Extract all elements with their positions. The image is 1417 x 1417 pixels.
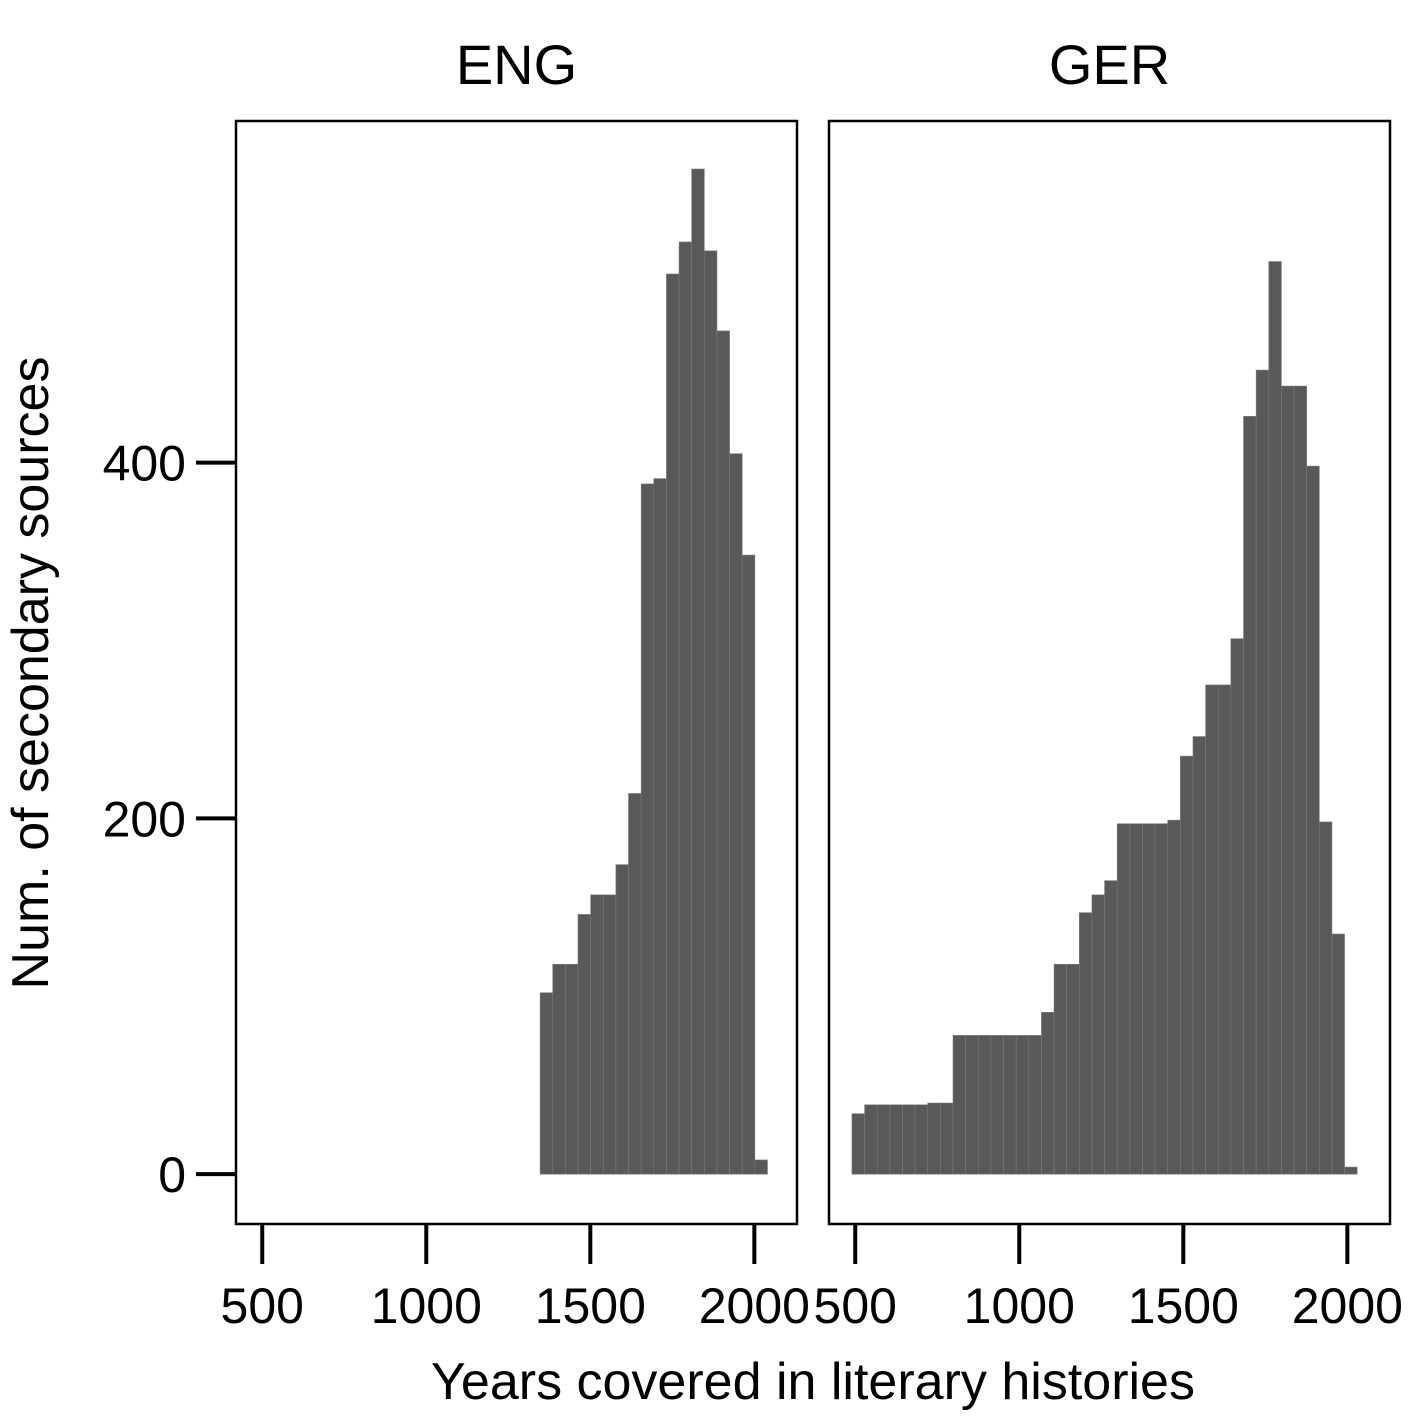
histogram-bar <box>1066 963 1080 1175</box>
histogram-bar <box>952 1035 966 1175</box>
histogram-bar <box>1255 369 1270 1175</box>
x-axis-title: Years covered in literary histories <box>431 1353 1195 1411</box>
histogram-bar <box>1053 963 1067 1175</box>
histogram-bar <box>1293 385 1307 1175</box>
histogram-bar <box>1003 1035 1017 1175</box>
panels-layer: ENG 500 1000 1500 2000 GER 500 1000 1500 2000 <box>221 33 1403 1334</box>
histogram-bar <box>1041 1011 1055 1175</box>
x-tick-label: 1000 <box>371 1278 482 1334</box>
histogram-bar <box>640 483 655 1175</box>
x-axis: 500 1000 1500 2000 <box>221 1224 810 1334</box>
panel-title: GER <box>1049 33 1170 96</box>
x-tick-label: 1500 <box>535 1278 646 1334</box>
panel-frame <box>234 119 799 1226</box>
histogram-bar <box>704 250 718 1175</box>
histogram-bar <box>1028 1035 1042 1175</box>
x-tick-label: 1500 <box>1128 1278 1239 1334</box>
histogram-bar <box>729 453 743 1175</box>
histogram-bar <box>1344 1166 1358 1175</box>
histogram-bar <box>1230 638 1244 1175</box>
histogram-bar <box>552 963 566 1175</box>
bars <box>539 168 768 1175</box>
histogram-bar <box>977 1035 992 1175</box>
histogram-bar <box>1217 684 1232 1175</box>
histogram-bar <box>864 1104 878 1175</box>
histogram-bar <box>539 992 554 1175</box>
y-axis-title: Num. of secondary sources <box>2 357 60 990</box>
y-tick-label: 400 <box>103 436 186 492</box>
histogram-bar <box>1268 261 1282 1175</box>
histogram-bar <box>1205 684 1219 1175</box>
histogram-bar <box>716 330 730 1175</box>
histogram-bar <box>965 1035 979 1175</box>
histogram-bar <box>590 894 604 1175</box>
panel-ger: GER 500 1000 1500 2000 <box>814 33 1403 1334</box>
histogram-bar <box>990 1035 1004 1175</box>
histogram-bar <box>889 1104 903 1175</box>
panel-eng: ENG 500 1000 1500 2000 <box>221 33 810 1334</box>
histogram-bar <box>876 1104 891 1175</box>
histogram-bar <box>628 793 642 1175</box>
panel-frame <box>827 119 1392 1226</box>
histogram-bar <box>851 1113 865 1175</box>
x-tick-label: 500 <box>814 1278 897 1334</box>
histogram-bar <box>1281 385 1295 1175</box>
histogram-bar <box>1104 880 1118 1175</box>
histogram-bar <box>914 1104 929 1175</box>
histogram-bar <box>1129 823 1143 1175</box>
histogram-bar <box>1142 823 1156 1175</box>
histogram-bar <box>1243 416 1257 1175</box>
histogram-bar <box>691 168 705 1175</box>
histogram-bar <box>1167 819 1181 1175</box>
histogram-bar <box>1180 755 1194 1175</box>
histogram-bar <box>754 1159 768 1175</box>
histogram-bar <box>565 963 579 1175</box>
bars <box>851 261 1358 1175</box>
x-tick-label: 500 <box>221 1278 304 1334</box>
x-tick-label: 2000 <box>699 1278 810 1334</box>
histogram-bar <box>1015 1035 1030 1175</box>
panel-title: ENG <box>456 33 577 96</box>
histogram-bar <box>1091 894 1105 1175</box>
histogram-bar <box>577 914 591 1175</box>
y-tick-label: 200 <box>103 791 186 847</box>
histogram-bar <box>741 554 756 1175</box>
x-axis: 500 1000 1500 2000 <box>814 1224 1403 1334</box>
y-axis: 0 200 400 <box>103 436 236 1203</box>
y-tick-label: 0 <box>158 1147 186 1203</box>
histogram-bar <box>653 478 667 1175</box>
histogram-bar <box>1116 823 1131 1175</box>
histogram-bar <box>602 894 617 1175</box>
histogram-bar <box>678 241 692 1175</box>
x-tick-label: 1000 <box>964 1278 1075 1334</box>
histogram-bar <box>1331 933 1345 1175</box>
histogram-bar <box>940 1102 954 1175</box>
histogram-bar <box>902 1104 916 1175</box>
histogram-bar <box>1306 465 1320 1175</box>
histogram-bar <box>1154 823 1169 1175</box>
histogram-bar <box>1319 821 1333 1175</box>
x-tick-label: 2000 <box>1292 1278 1403 1334</box>
histogram-bar <box>1192 736 1206 1175</box>
histogram-bar <box>1079 912 1093 1175</box>
histogram-bar <box>615 864 629 1175</box>
histogram-bar <box>927 1102 941 1175</box>
histogram-bar <box>666 273 680 1175</box>
